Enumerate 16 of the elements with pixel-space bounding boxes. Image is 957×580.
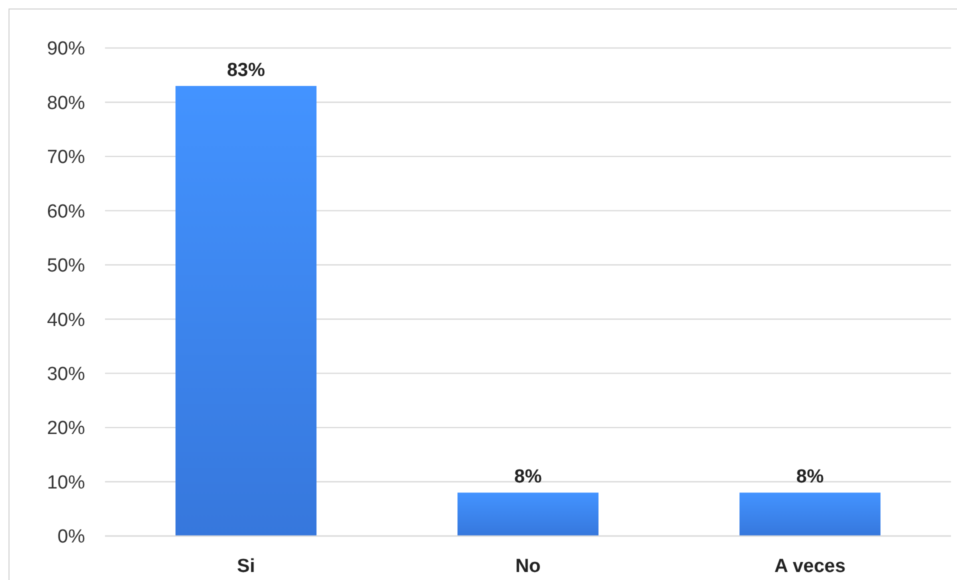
y-tick-label: 0%	[58, 526, 86, 548]
y-tick-label: 40%	[46, 310, 86, 331]
y-tick-label: 90%	[46, 38, 86, 60]
y-tick-label: 10%	[46, 472, 86, 494]
x-tick-label: A veces	[774, 556, 846, 577]
y-tick-label: 80%	[46, 92, 86, 114]
data-label: 83%	[226, 60, 266, 81]
y-tick-label: 20%	[46, 418, 86, 440]
x-tick-label: Si	[237, 556, 255, 577]
y-tick-label: 70%	[46, 147, 86, 168]
y-tick-label: 60%	[46, 201, 86, 222]
data-label: 8%	[796, 466, 824, 488]
data-label: 8%	[514, 466, 542, 488]
x-tick-label: No	[515, 556, 541, 577]
y-tick-label: 50%	[46, 256, 86, 277]
y-tick-label: 30%	[46, 364, 86, 385]
